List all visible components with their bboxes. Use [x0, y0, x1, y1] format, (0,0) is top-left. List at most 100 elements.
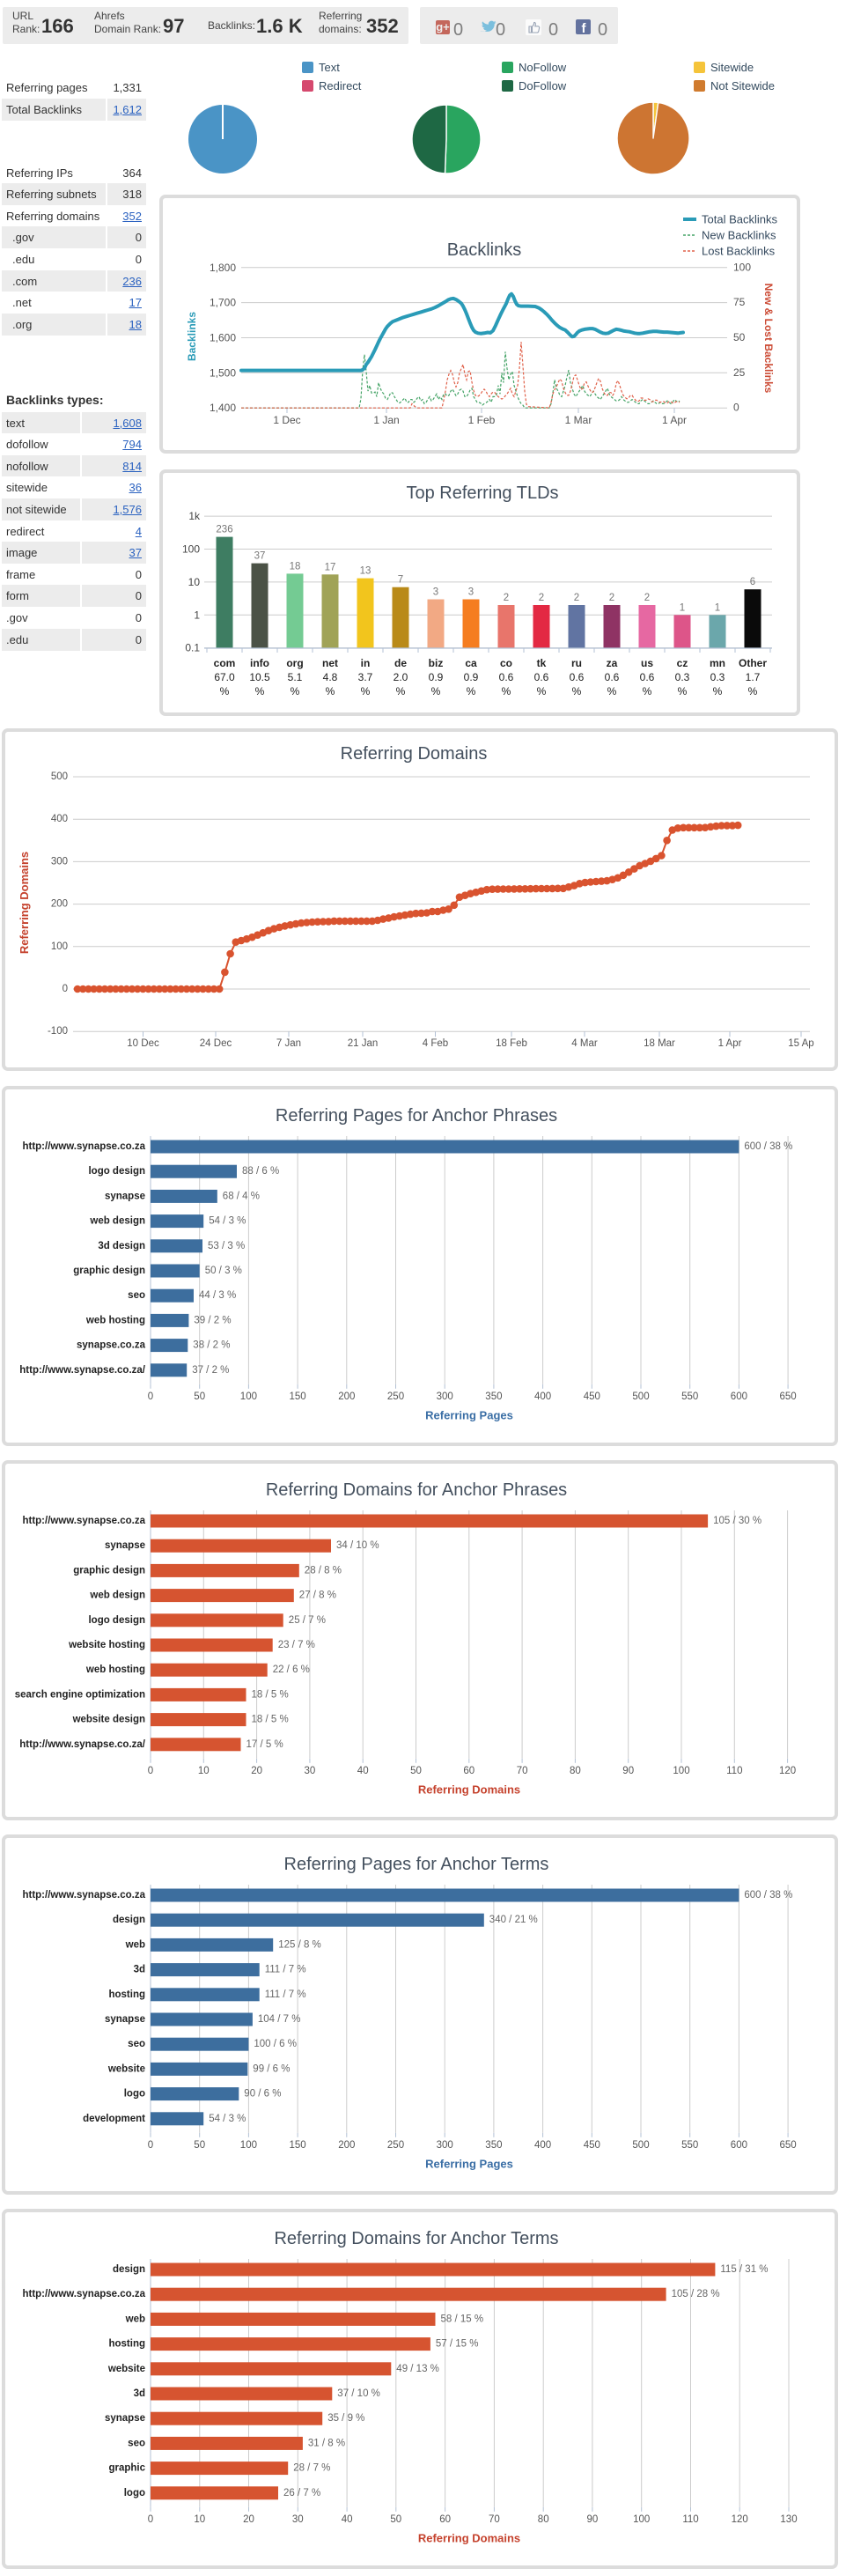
svg-text:%: % [607, 685, 617, 698]
svg-text:7: 7 [398, 575, 403, 586]
svg-text:3: 3 [468, 587, 474, 598]
svg-text:tk: tk [537, 657, 547, 669]
svg-text:10: 10 [188, 576, 201, 588]
svg-text:40: 40 [357, 1766, 369, 1776]
svg-text:88 / 6 %: 88 / 6 % [242, 1166, 279, 1177]
svg-text:web: web [125, 2314, 145, 2324]
svg-text:%: % [537, 685, 547, 698]
svg-text:150: 150 [290, 1391, 306, 1402]
svg-text:44 / 3 %: 44 / 3 % [199, 1290, 236, 1301]
svg-text:%: % [748, 685, 758, 698]
svg-text:50: 50 [194, 1391, 205, 1402]
svg-text:400: 400 [534, 2140, 551, 2151]
svg-text:za: za [607, 657, 618, 669]
svg-text:80: 80 [570, 1766, 581, 1776]
svg-text:0.3: 0.3 [710, 671, 725, 683]
svg-text:200: 200 [338, 2140, 355, 2151]
svg-text:us: us [641, 657, 653, 669]
svg-text:%: % [678, 685, 688, 698]
svg-text:0: 0 [148, 2140, 153, 2151]
svg-text:f: f [582, 21, 587, 36]
svg-text:100: 100 [633, 2514, 650, 2525]
svg-text:17: 17 [325, 562, 336, 572]
svg-text:0: 0 [148, 2514, 153, 2525]
svg-text:650: 650 [780, 1391, 797, 1402]
svg-text:37 / 10 %: 37 / 10 % [337, 2388, 380, 2399]
svg-text:20: 20 [251, 1766, 262, 1776]
svg-text:1 Feb: 1 Feb [468, 414, 496, 426]
svg-text:10: 10 [198, 1766, 210, 1776]
svg-text:50: 50 [390, 2514, 401, 2525]
svg-text:hosting: hosting [108, 2339, 145, 2350]
svg-text:30: 30 [292, 2514, 304, 2525]
svg-text:50 / 3 %: 50 / 3 % [205, 1266, 242, 1276]
svg-text:3d: 3d [134, 2388, 145, 2399]
svg-text:%: % [713, 685, 723, 698]
svg-text:125 / 8 %: 125 / 8 % [278, 1939, 321, 1950]
svg-text:graphic: graphic [108, 2463, 145, 2474]
svg-text:35 / 9 %: 35 / 9 % [327, 2413, 364, 2424]
svg-text:1,400: 1,400 [210, 402, 236, 414]
svg-text:%: % [572, 685, 582, 698]
svg-text:http://www.synapse.co.za: http://www.synapse.co.za [22, 1141, 145, 1152]
svg-text:0.9: 0.9 [429, 671, 444, 683]
svg-text:Referring Domains for Anchor P: Referring Domains for Anchor Phrases [266, 1480, 567, 1500]
svg-text:90 / 6 %: 90 / 6 % [244, 2089, 281, 2100]
svg-text:300: 300 [437, 1391, 453, 1402]
svg-text:40: 40 [342, 2514, 353, 2525]
svg-text:200: 200 [338, 1391, 355, 1402]
svg-text:50: 50 [194, 2140, 205, 2151]
svg-text:synapse.co.za: synapse.co.za [77, 1340, 146, 1351]
svg-text:%: % [643, 685, 652, 698]
svg-text:13: 13 [360, 566, 372, 577]
svg-text:Referring Domains for Anchor T: Referring Domains for Anchor Terms [274, 2229, 558, 2248]
svg-text:120: 120 [732, 2514, 748, 2525]
svg-text:website: website [107, 2364, 145, 2374]
svg-text:60: 60 [439, 2514, 451, 2525]
svg-text:logo design: logo design [88, 1166, 145, 1177]
svg-text:10: 10 [194, 2514, 205, 2525]
svg-text:26 / 7 %: 26 / 7 % [283, 2488, 320, 2498]
svg-text:2: 2 [609, 593, 614, 603]
svg-text:70: 70 [489, 2514, 500, 2525]
svg-text:90: 90 [587, 2514, 599, 2525]
svg-text:31 / 8 %: 31 / 8 % [308, 2438, 345, 2448]
svg-text:web: web [125, 1939, 145, 1950]
svg-text:1: 1 [194, 609, 200, 621]
svg-text:25 / 7 %: 25 / 7 % [289, 1615, 326, 1626]
svg-text:37: 37 [254, 551, 266, 562]
svg-text:23 / 7 %: 23 / 7 % [278, 1640, 315, 1650]
svg-text:21 Jan: 21 Jan [348, 1038, 379, 1049]
svg-text:0: 0 [733, 402, 739, 414]
svg-text:synapse: synapse [105, 1540, 145, 1551]
svg-text:500: 500 [51, 771, 68, 782]
svg-text:15 Ap: 15 Ap [788, 1038, 813, 1049]
svg-text:28 / 8 %: 28 / 8 % [305, 1565, 342, 1576]
svg-text:com: com [214, 657, 236, 669]
svg-text:1 Mar: 1 Mar [565, 414, 592, 426]
svg-text:Referring Domains: Referring Domains [18, 852, 31, 954]
svg-text:400: 400 [534, 1391, 551, 1402]
svg-text:0.6: 0.6 [605, 671, 620, 683]
svg-text:99 / 6 %: 99 / 6 % [253, 2063, 290, 2074]
svg-text:350: 350 [485, 1391, 502, 1402]
svg-text:300: 300 [437, 2140, 453, 2151]
svg-text:3d design: 3d design [98, 1241, 145, 1251]
svg-text:design: design [113, 1915, 145, 1925]
svg-text:27 / 8 %: 27 / 8 % [299, 1591, 336, 1601]
svg-text:0.6: 0.6 [499, 671, 514, 683]
svg-text:130: 130 [780, 2514, 797, 2525]
svg-text:100: 100 [733, 261, 751, 273]
svg-text:105 / 28 %: 105 / 28 % [672, 2289, 720, 2299]
svg-text:synapse: synapse [105, 1191, 145, 1201]
svg-text:Lost Backlinks: Lost Backlinks [702, 245, 776, 258]
svg-text:600: 600 [731, 1391, 747, 1402]
svg-text:1,800: 1,800 [210, 262, 236, 274]
svg-text:0: 0 [63, 984, 68, 994]
svg-text:Other: Other [739, 657, 767, 669]
svg-text:co: co [500, 657, 512, 669]
svg-text:Referring Pages: Referring Pages [425, 2157, 513, 2170]
svg-text:37 / 2 %: 37 / 2 % [192, 1365, 229, 1376]
svg-text:18 / 5 %: 18 / 5 % [252, 1689, 289, 1700]
svg-text:ca: ca [465, 657, 477, 669]
